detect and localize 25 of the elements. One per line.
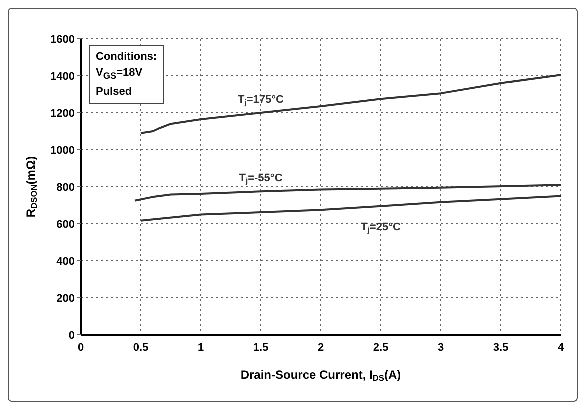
y-tick-label: 600: [56, 218, 75, 231]
y-tick-label: 1400: [50, 70, 75, 83]
x-tick-label: 0.5: [133, 342, 149, 354]
y-tick-label: 400: [56, 256, 75, 268]
series-label: T$_{j}$=175°C: [238, 94, 284, 107]
x-tick-label: 2.5: [373, 342, 389, 354]
x-tick-label: 1.5: [253, 342, 269, 354]
series-label: T$_{j}$=-55°C: [239, 172, 283, 186]
x-tick-label: 4: [558, 342, 565, 354]
y-tick-label: 1600: [50, 34, 75, 46]
line-series: [140, 195, 561, 222]
x-tick-label: 1: [198, 342, 204, 354]
x-tick-label: 3.5: [493, 342, 509, 354]
y-tick-label: 200: [56, 292, 75, 305]
series-label: T$_{j}$=25°C: [361, 221, 401, 234]
y-tick-label: 0: [68, 330, 75, 342]
annotation: Conditions: V$_{GS}$=18V Pulsed: [89, 45, 164, 104]
y-tick-label: 1000: [50, 144, 75, 157]
line-series: [134, 184, 561, 202]
y-tick-label: 800: [56, 182, 75, 194]
x-tick-label: 3: [438, 342, 444, 354]
x-axis-title: Drain-Source Current, I$_{DS}$(A): [240, 368, 402, 383]
y-tick-label: 1200: [50, 108, 75, 120]
x-tick-label: 0: [78, 342, 84, 354]
x-tick-label: 2: [318, 342, 324, 354]
